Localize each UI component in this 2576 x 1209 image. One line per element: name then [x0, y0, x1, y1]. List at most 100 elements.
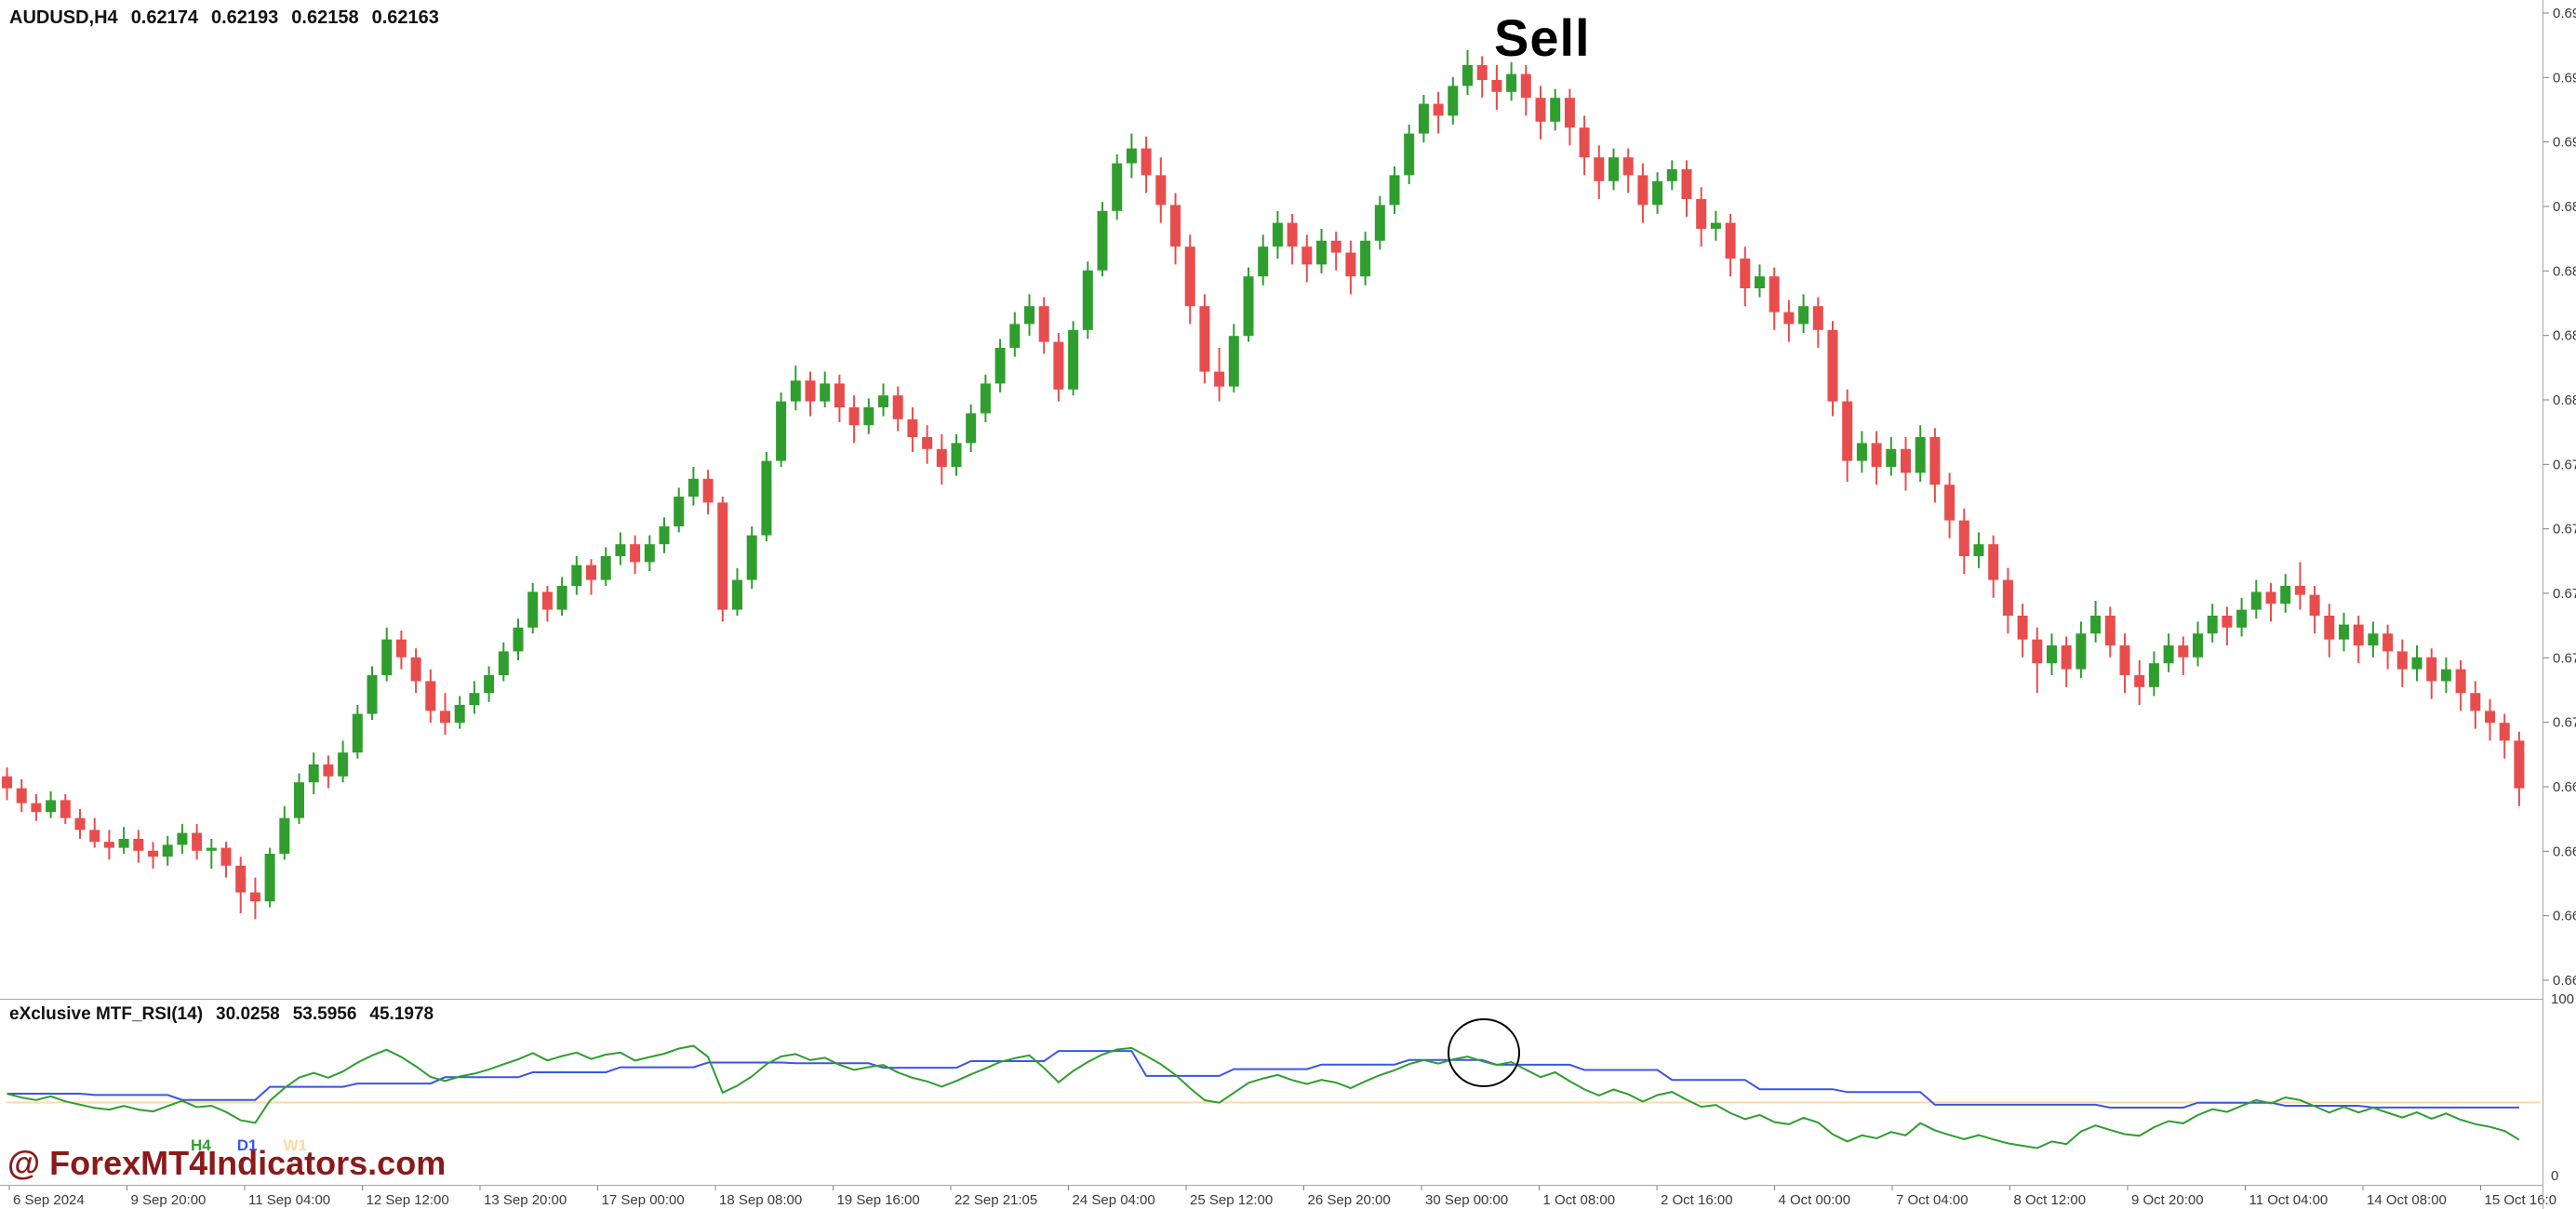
indicator-header: eXclusive MTF_RSI(14) 30.0258 53.5956 45… — [9, 1004, 434, 1025]
price-axis-label: 0.66685 — [2553, 844, 2576, 859]
candle — [2134, 660, 2145, 705]
time-axis-label: 11 Sep 04:00 — [248, 1192, 330, 1208]
candle — [2090, 601, 2102, 643]
candle — [834, 374, 845, 422]
price-axis-label: 0.66900 — [2553, 779, 2576, 795]
rsi-h4-line — [7, 1044, 2520, 1149]
candle — [2411, 645, 2423, 682]
candle — [338, 740, 349, 783]
candle — [776, 392, 787, 467]
candle — [1506, 61, 1517, 101]
candle — [1988, 535, 1999, 598]
candle — [1360, 232, 1371, 286]
candle — [1725, 214, 1736, 277]
price-axis[interactable]: 0.69505 0.69285 0.69070 0.68855 0.68640 0.684… — [2543, 6, 2576, 989]
candle — [2163, 633, 2174, 672]
candle — [1214, 348, 1225, 402]
candle — [1112, 154, 1123, 220]
candle — [513, 618, 524, 660]
time-axis-label: 14 Oct 08:00 — [2367, 1192, 2447, 1208]
candle — [1374, 195, 1385, 250]
candle — [235, 857, 247, 913]
candle — [1258, 234, 1269, 286]
candle — [2396, 639, 2408, 687]
candle — [381, 627, 393, 682]
price-axis-label: 0.68640 — [2553, 263, 2576, 279]
candle — [600, 547, 611, 586]
candle — [440, 693, 450, 735]
candle — [1901, 437, 1911, 491]
watermark: @ ForexMT4Indicators.com — [7, 1144, 447, 1182]
candle — [2148, 651, 2159, 697]
candle — [1958, 508, 1969, 575]
indicator-scale-min: 0 — [2551, 1168, 2559, 1184]
candle — [571, 556, 582, 595]
price-axis-label: 0.67770 — [2553, 522, 2576, 538]
candle — [1491, 65, 1502, 110]
candle — [469, 681, 480, 714]
candle — [177, 824, 188, 854]
candle — [2280, 574, 2291, 613]
candle — [2047, 633, 2057, 675]
time-axis-label: 24 Sep 04:00 — [1073, 1192, 1155, 1208]
candle — [2309, 586, 2320, 634]
time-axis-label: 17 Sep 00:00 — [602, 1192, 685, 1208]
candle — [162, 835, 173, 866]
rsi-d1-line — [7, 1050, 2519, 1109]
chart-indicator-separator[interactable] — [0, 999, 2543, 1000]
candle — [60, 794, 71, 824]
candle — [1871, 431, 1882, 485]
candle — [630, 535, 641, 575]
candle — [892, 386, 903, 432]
candle — [1608, 148, 1619, 191]
time-axis-label: 22 Sep 21:05 — [954, 1192, 1037, 1208]
candle — [1462, 50, 1473, 95]
candle — [2514, 731, 2525, 806]
candle — [2353, 616, 2364, 664]
time-axis-label: 19 Sep 16:00 — [837, 1192, 920, 1208]
candle — [1929, 428, 1941, 503]
candle — [674, 487, 685, 533]
sell-signal-circle[interactable] — [1448, 1018, 1520, 1087]
candle — [936, 433, 947, 485]
candle — [1009, 312, 1021, 357]
candle — [1404, 125, 1415, 184]
time-axis[interactable]: 6 Sep 2024 9 Sep 20:00 11 Sep 04:00 12 Sep … — [8, 1185, 2556, 1208]
candle — [1228, 324, 1239, 392]
time-axis-label: 26 Sep 20:00 — [1308, 1192, 1391, 1208]
indicator-value-d1: 53.5956 — [292, 1004, 357, 1024]
candle — [2426, 648, 2437, 699]
candle — [805, 371, 816, 417]
candle — [1827, 321, 1838, 417]
candle — [863, 398, 874, 434]
candle — [2324, 604, 2335, 658]
candle — [16, 779, 27, 813]
candle — [1448, 76, 1459, 125]
candle — [1594, 145, 1605, 199]
candle — [367, 666, 378, 720]
candle — [2, 767, 12, 801]
candle — [2440, 657, 2451, 694]
price-axis-label: 0.67985 — [2553, 457, 2576, 472]
indicator-legend: H4 D1 W1 — [191, 1136, 307, 1155]
candle — [1564, 88, 1575, 146]
candle — [2222, 606, 2233, 645]
candle — [2104, 606, 2116, 658]
sell-annotation-label[interactable]: Sell — [1494, 8, 1591, 67]
candle — [586, 559, 596, 595]
price-axis-label: 0.68205 — [2553, 392, 2576, 408]
candle — [264, 847, 275, 908]
legend-h4: H4 — [191, 1136, 211, 1154]
indicator-name: eXclusive MTF_RSI(14) — [9, 1004, 204, 1024]
candle — [2250, 579, 2262, 619]
candle — [1812, 297, 1823, 348]
ohlc-high: 0.62193 — [210, 7, 279, 28]
time-axis-label: 18 Sep 08:00 — [719, 1192, 802, 1208]
candle — [294, 773, 304, 824]
candle — [192, 824, 203, 860]
legend-d1: D1 — [236, 1136, 258, 1154]
candle — [249, 877, 260, 920]
candle — [966, 404, 977, 452]
indicator-timeaxis-separator — [0, 1185, 2543, 1186]
